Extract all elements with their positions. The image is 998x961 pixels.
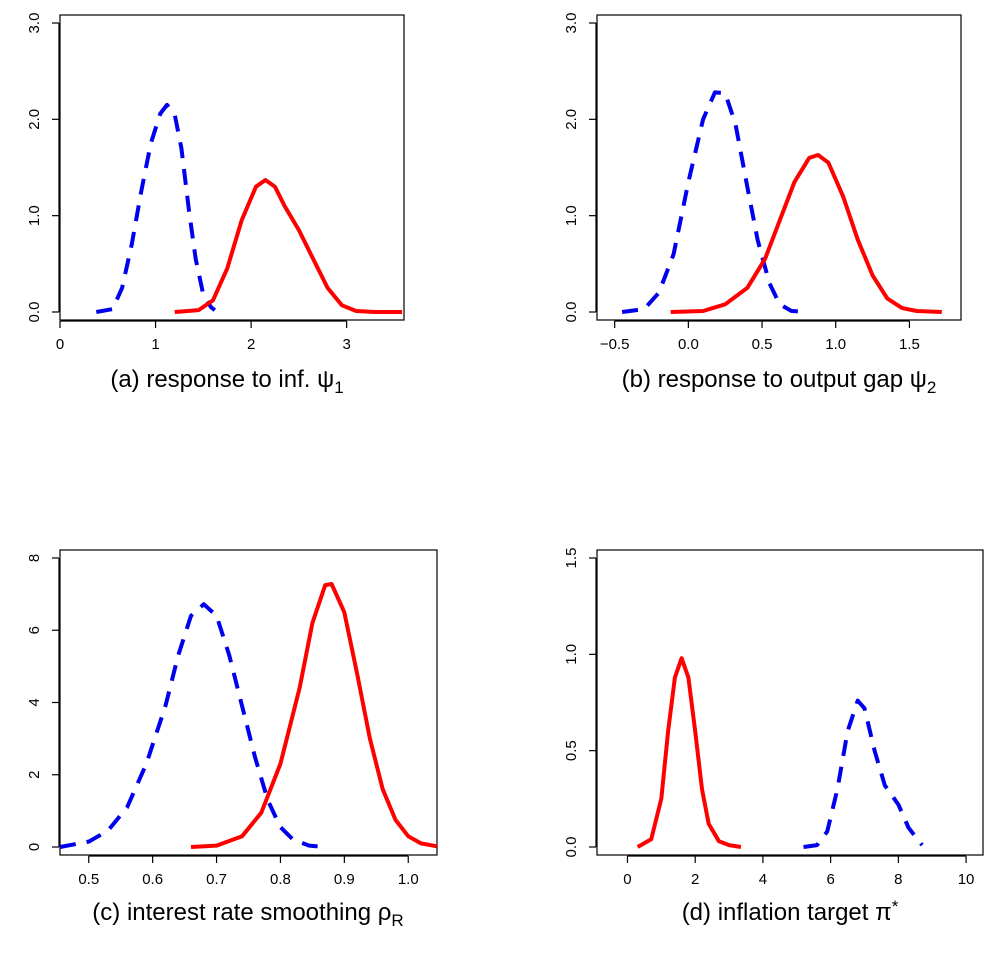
panel-0: 0 1 2 30.01.02.03.0(a) response to inf. ψ1	[26, 13, 405, 397]
y-tick-label: 0.5	[563, 740, 580, 761]
panel-caption: (b) response to output gap ψ2	[622, 366, 937, 397]
x-tick-label: 6	[826, 871, 834, 888]
x-tick-label: 1	[151, 336, 159, 353]
x-tick-label: 0.8	[270, 871, 291, 888]
caption-text: (d) inflation target	[682, 899, 875, 926]
panel-caption: (c) interest rate smoothing ρR	[92, 899, 403, 930]
plot-frame	[596, 549, 984, 856]
y-tick-label: 2.0	[563, 109, 580, 130]
x-tick-label: 2	[247, 336, 255, 353]
series-solid-line	[174, 178, 403, 314]
panel-1: −0.5 0.0 0.5 1.0 1.5 0.0 1.0 2.0 3.0 (b) response…	[563, 13, 962, 397]
series-solid-line	[636, 656, 742, 849]
x-tick-label: 1.5	[899, 336, 920, 353]
caption-subscript: *	[892, 897, 899, 916]
y-tick-label: 1.0	[26, 205, 43, 226]
x-tick-label: 1.0	[825, 336, 846, 353]
panel-3: 0 2 4 6 8 10 0.0 0.5 1.0 1.5 (d) inflation target …	[563, 548, 984, 926]
x-tick-label: 10	[958, 871, 975, 888]
caption-text: (b) response to output gap	[622, 366, 910, 393]
series-dashed-line	[95, 102, 217, 314]
x-tick-label: 0	[623, 871, 631, 888]
plot-frame	[596, 14, 962, 321]
y-tick-label: 4	[26, 698, 43, 706]
x-tick-label: 1.0	[398, 871, 419, 888]
caption-symbol: ψ	[910, 366, 927, 393]
y-tick-label: 0.0	[26, 302, 43, 323]
x-tick-label: 4	[759, 871, 767, 888]
y-tick-label: 1.0	[563, 205, 580, 226]
panel-2: 0.5 0.6 0.7 0.8 0.9 1.0 0 2 4 6 8 (c) interest rate…	[26, 549, 438, 930]
y-tick-label: 1.0	[563, 644, 580, 665]
y-tick-label: 3.0	[563, 13, 580, 34]
series-solid-line	[670, 153, 942, 314]
caption-symbol: π	[875, 899, 892, 926]
y-tick-label: 2.0	[26, 109, 43, 130]
y-tick-label: 2	[26, 771, 43, 779]
x-tick-label: 2	[691, 871, 699, 888]
x-tick-label: 0.6	[142, 871, 163, 888]
y-tick-label: 1.5	[563, 548, 580, 569]
x-tick-label: 3	[342, 336, 350, 353]
y-tick-label: 0	[26, 843, 43, 851]
caption-subscript: 2	[927, 378, 936, 397]
x-tick-label: 0.5	[752, 336, 773, 353]
caption-symbol: ρ	[378, 899, 392, 926]
plot-frame	[59, 14, 405, 321]
series-dashed-line	[621, 90, 807, 314]
plot-frame	[59, 549, 438, 856]
x-tick-label: 0	[56, 336, 64, 353]
x-tick-label: 0.7	[206, 871, 227, 888]
x-tick-label: 8	[894, 871, 902, 888]
y-tick-label: 8	[26, 554, 43, 562]
series-dashed-line	[803, 698, 924, 849]
series-dashed-line	[59, 602, 326, 849]
x-tick-label: 0.5	[78, 871, 99, 888]
caption-subscript: R	[391, 911, 403, 930]
caption-text: (a) response to inf.	[110, 366, 317, 393]
panel-caption: (d) inflation target π*	[682, 897, 899, 926]
caption-text: (c) interest rate smoothing	[92, 899, 377, 926]
series-solid-line	[190, 582, 438, 849]
y-tick-label: 0.0	[563, 302, 580, 323]
caption-symbol: ψ	[317, 366, 334, 393]
panel-caption: (a) response to inf. ψ1	[110, 366, 343, 397]
x-tick-label: 0.9	[334, 871, 355, 888]
x-tick-label: −0.5	[600, 336, 630, 353]
y-tick-label: 3.0	[26, 13, 43, 34]
y-tick-label: 0.0	[563, 837, 580, 858]
y-tick-label: 6	[26, 626, 43, 634]
x-tick-label: 0.0	[678, 336, 699, 353]
caption-subscript: 1	[334, 378, 343, 397]
